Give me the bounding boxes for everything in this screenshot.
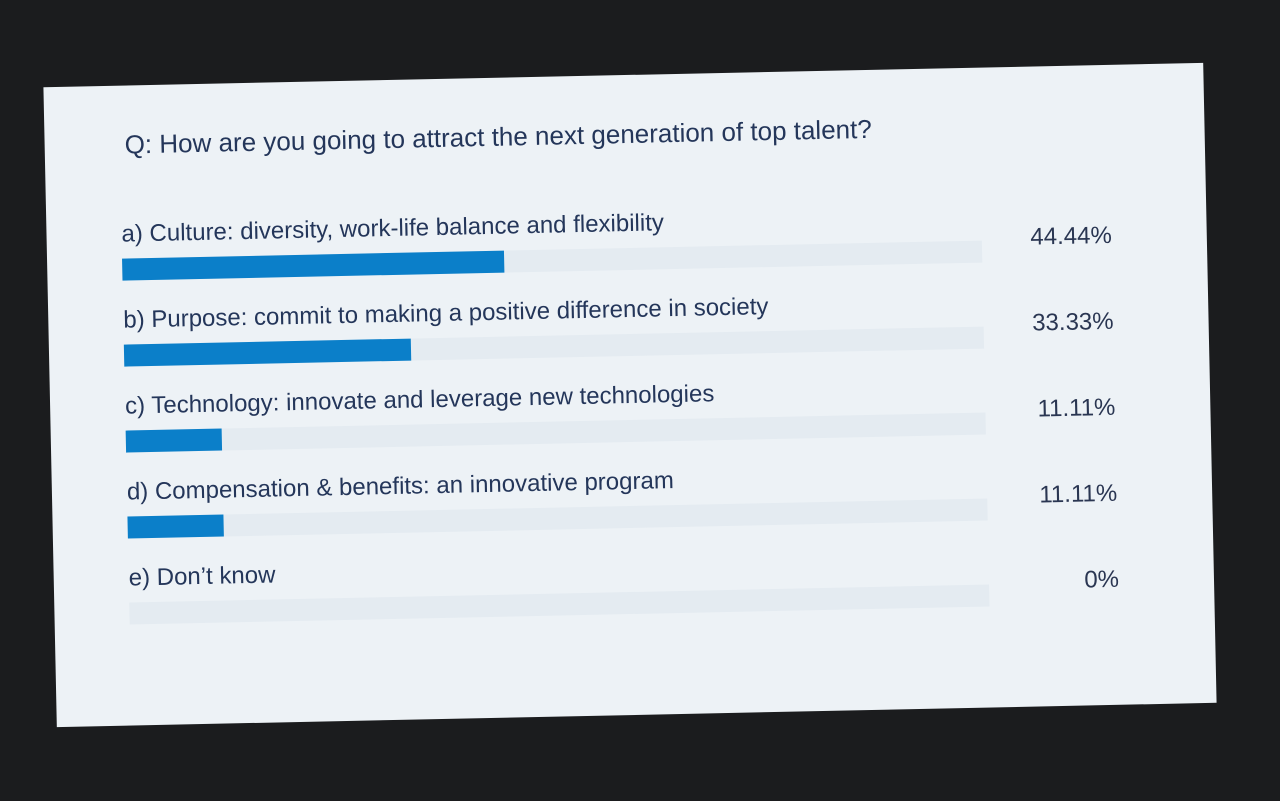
bar bbox=[123, 338, 411, 367]
option-label: d) Compensation & benefits: an innovativ… bbox=[126, 467, 675, 506]
value-label: 0% bbox=[1084, 565, 1120, 594]
bar-track bbox=[123, 326, 985, 367]
value-label: 33.33% bbox=[1031, 307, 1114, 337]
bar bbox=[125, 428, 222, 453]
option-label: a) Culture: diversity, work-life balance… bbox=[121, 209, 665, 248]
bar bbox=[122, 250, 505, 281]
bar-track bbox=[125, 412, 986, 453]
bar-track bbox=[129, 584, 990, 625]
option-label: b) Purpose: commit to making a positive … bbox=[123, 293, 769, 334]
bar-track bbox=[127, 498, 988, 539]
option-label: e) Don’t know bbox=[128, 561, 276, 592]
option-label: c) Technology: innovate and leverage new… bbox=[124, 380, 715, 420]
bar-track bbox=[122, 240, 983, 281]
poll-panel: Q: How are you going to attract the next… bbox=[43, 62, 1217, 728]
value-label: 44.44% bbox=[1030, 221, 1113, 251]
value-label: 11.11% bbox=[1039, 479, 1118, 509]
poll-question: Q: How are you going to attract the next… bbox=[124, 113, 873, 160]
bar bbox=[127, 514, 224, 539]
value-label: 11.11% bbox=[1037, 393, 1116, 423]
